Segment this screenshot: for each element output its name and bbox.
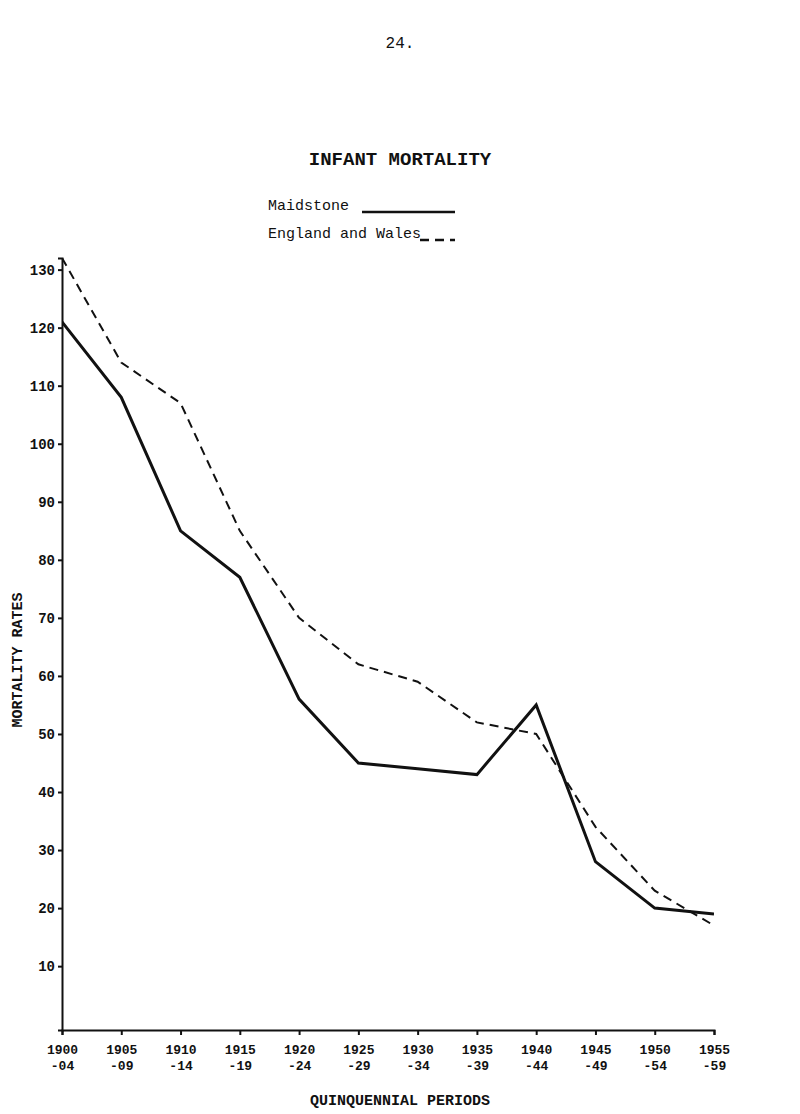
series-line xyxy=(62,258,714,926)
page-number: 24. xyxy=(386,35,415,53)
y-tick-mark xyxy=(58,327,62,329)
y-tick-label: 110 xyxy=(30,379,55,395)
x-tick: 1950-54 xyxy=(640,1030,671,1074)
x-tick-label: 1920-24 xyxy=(284,1043,315,1074)
y-tick: 60 xyxy=(38,669,62,685)
y-tick: 20 xyxy=(38,901,62,917)
x-tick-mark xyxy=(417,1030,419,1035)
x-tick-mark xyxy=(358,1030,360,1035)
y-tick: 50 xyxy=(38,727,62,743)
y-tick: 30 xyxy=(38,843,62,859)
plot-lines xyxy=(62,258,714,926)
x-tick-mark xyxy=(595,1030,597,1035)
y-tick-label: 10 xyxy=(38,959,55,975)
y-tick-label: 80 xyxy=(38,553,55,569)
y-tick-label: 120 xyxy=(30,321,55,337)
x-tick: 1900-04 xyxy=(47,1030,78,1074)
y-tick-label: 60 xyxy=(38,669,55,685)
y-tick-mark xyxy=(58,501,62,503)
x-tick-label: 1905-09 xyxy=(106,1043,137,1074)
y-tick-label: 40 xyxy=(38,785,55,801)
y-tick-mark xyxy=(58,908,62,910)
chart: 24. INFANT MORTALITY 10 20 30 40 50 60 70 80 90 100… xyxy=(0,0,800,1114)
x-tick-label: 1940-44 xyxy=(521,1043,552,1074)
y-tick-mark xyxy=(58,617,62,619)
x-tick-label: 1900-04 xyxy=(47,1043,78,1074)
x-tick-mark xyxy=(299,1030,301,1035)
y-tick: 40 xyxy=(38,785,62,801)
x-tick: 1935-39 xyxy=(462,1030,493,1074)
y-tick: 90 xyxy=(38,495,62,511)
y-tick-label: 50 xyxy=(38,727,55,743)
y-tick: 10 xyxy=(38,959,62,975)
legend-swatch xyxy=(362,211,455,214)
x-tick-label: 1910-14 xyxy=(165,1043,196,1074)
x-tick-mark xyxy=(714,1030,716,1035)
y-tick-mark xyxy=(58,850,62,852)
x-tick: 1955-59 xyxy=(699,1030,730,1074)
y-tick-label: 30 xyxy=(38,843,55,859)
x-tick-label: 1955-59 xyxy=(699,1043,730,1074)
legend-label: England and Wales xyxy=(268,226,421,243)
x-tick: 1945-49 xyxy=(580,1030,611,1074)
y-tick-mark xyxy=(58,792,62,794)
series-line xyxy=(62,322,714,914)
title: INFANT MORTALITY xyxy=(309,149,492,171)
x-axis-title: QUINQUENNIAL PERIODS xyxy=(310,1093,490,1110)
y-tick-mark xyxy=(58,385,62,387)
x-tick-mark xyxy=(654,1030,656,1035)
y-tick-mark xyxy=(58,966,62,968)
x-tick-label: 1925-29 xyxy=(343,1043,374,1074)
x-tick: 1940-44 xyxy=(521,1030,552,1074)
x-tick-mark xyxy=(536,1030,538,1035)
x-tick-label: 1935-39 xyxy=(462,1043,493,1074)
x-tick-label: 1915-19 xyxy=(225,1043,256,1074)
y-tick: 120 xyxy=(30,321,62,337)
x-tick-mark xyxy=(62,1030,64,1035)
y-tick: 70 xyxy=(38,611,62,627)
y-tick: 80 xyxy=(38,553,62,569)
y-tick: 110 xyxy=(30,379,62,395)
y-tick-mark xyxy=(58,733,62,735)
y-tick-mark xyxy=(58,443,62,445)
y-axis: 10 20 30 40 50 60 70 80 90 100 110 120 130 xyxy=(30,259,63,1031)
y-tick-mark xyxy=(58,675,62,677)
x-tick: 1920-24 xyxy=(284,1030,315,1074)
x-tick: 1915-19 xyxy=(225,1030,256,1074)
y-tick-label: 20 xyxy=(38,901,55,917)
x-tick-label: 1930-34 xyxy=(403,1043,434,1074)
x-tick-label: 1945-49 xyxy=(580,1043,611,1074)
x-tick-mark xyxy=(476,1030,478,1035)
x-tick-label: 1950-54 xyxy=(640,1043,671,1074)
y-axis-line xyxy=(58,259,63,1031)
x-axis-line xyxy=(63,1031,715,1036)
y-tick-label: 130 xyxy=(30,263,55,279)
x-tick-mark xyxy=(121,1030,123,1035)
y-axis-title: MORTALITY RATES xyxy=(10,592,27,727)
y-tick: 130 xyxy=(30,263,62,279)
x-tick-mark xyxy=(239,1030,241,1035)
x-tick: 1925-29 xyxy=(343,1030,374,1074)
x-tick: 1905-09 xyxy=(106,1030,137,1074)
y-tick-label: 70 xyxy=(38,611,55,627)
y-tick-label: 100 xyxy=(30,437,55,453)
legend-label: Maidstone xyxy=(268,198,349,215)
x-tick-mark xyxy=(180,1030,182,1035)
y-tick: 100 xyxy=(30,437,62,453)
legend-swatch xyxy=(420,239,455,242)
x-axis: 1900-04 1905-09 1910-14 1915-19 1920-24 1925-… xyxy=(47,1030,730,1074)
x-tick: 1930-34 xyxy=(403,1030,434,1074)
legend: Maidstone England and Wales xyxy=(268,198,455,243)
x-tick: 1910-14 xyxy=(165,1030,196,1074)
y-tick-mark xyxy=(58,559,62,561)
y-tick-mark xyxy=(58,269,62,271)
y-tick-label: 90 xyxy=(38,495,55,511)
